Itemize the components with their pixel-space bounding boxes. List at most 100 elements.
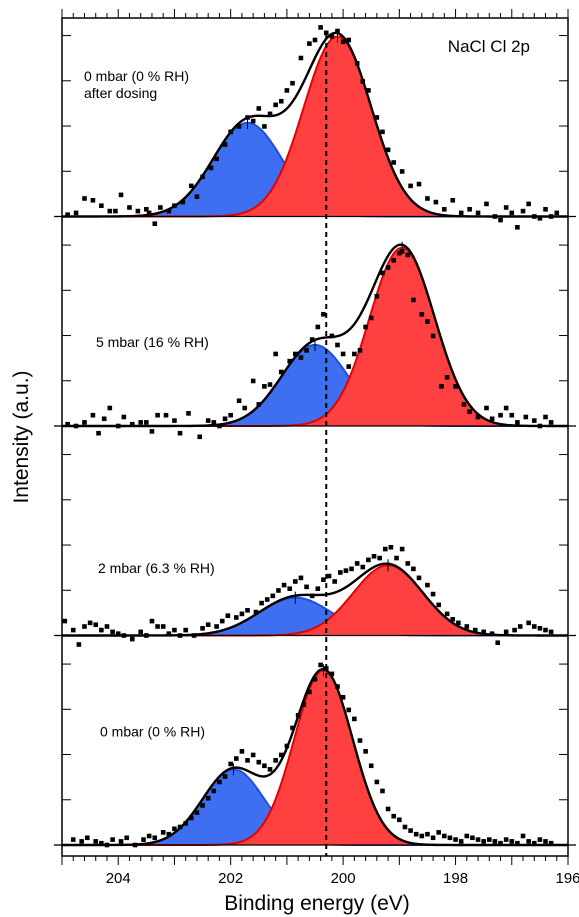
data-point xyxy=(326,573,332,579)
data-point xyxy=(411,297,416,303)
data-point xyxy=(399,546,405,552)
data-point xyxy=(200,625,205,631)
data-point xyxy=(385,806,391,812)
data-point xyxy=(411,566,416,572)
data-point xyxy=(309,593,315,599)
data-point xyxy=(340,695,346,700)
data-point xyxy=(312,677,318,682)
data-point xyxy=(293,579,298,584)
data-point xyxy=(304,348,309,353)
data-point xyxy=(177,430,183,436)
data-point xyxy=(107,405,113,411)
data-point xyxy=(217,779,222,785)
data-point xyxy=(436,830,441,835)
data-point xyxy=(329,333,335,339)
data-point xyxy=(509,412,515,418)
data-point xyxy=(189,183,194,189)
data-point xyxy=(399,249,405,254)
data-point xyxy=(318,25,323,30)
data-point xyxy=(453,384,458,389)
data-point xyxy=(99,840,104,846)
data-point xyxy=(391,813,397,819)
data-point xyxy=(380,129,385,135)
data-point xyxy=(548,629,554,635)
peak-fill-2 xyxy=(62,36,568,217)
data-point xyxy=(467,409,472,414)
data-point xyxy=(160,624,166,629)
data-point xyxy=(270,593,276,599)
panel-label: 0 mbar (0 % RH) xyxy=(84,68,189,84)
data-point xyxy=(82,196,87,201)
data-point xyxy=(484,405,489,411)
data-point xyxy=(284,88,290,93)
data-point xyxy=(278,752,284,758)
data-point xyxy=(166,208,172,214)
peak-fill-1 xyxy=(62,344,568,426)
data-point xyxy=(287,586,292,591)
data-point xyxy=(222,416,228,422)
x-tick-label: 200 xyxy=(331,870,356,887)
data-point xyxy=(475,414,481,420)
data-point xyxy=(107,208,113,214)
data-point xyxy=(183,821,188,826)
data-point xyxy=(65,212,70,217)
data-point xyxy=(425,582,430,588)
data-point xyxy=(419,833,425,839)
data-point xyxy=(239,611,245,617)
data-point xyxy=(481,629,486,635)
data-point xyxy=(340,351,346,357)
data-point xyxy=(141,837,146,842)
data-point xyxy=(321,312,326,317)
data-point xyxy=(208,165,214,171)
peak-fill-1 xyxy=(62,597,568,636)
data-point xyxy=(233,756,239,761)
data-point xyxy=(363,749,368,754)
data-point xyxy=(388,544,394,550)
data-point xyxy=(335,28,340,34)
data-point xyxy=(138,629,144,635)
data-point xyxy=(458,839,464,844)
data-point xyxy=(307,41,312,46)
panel-label: after dosing xyxy=(84,85,157,101)
data-point xyxy=(160,830,166,835)
data-point xyxy=(444,611,450,617)
data-point xyxy=(458,210,464,216)
data-point xyxy=(439,384,444,389)
data-point xyxy=(397,817,402,823)
data-point xyxy=(287,358,292,364)
data-point xyxy=(531,840,537,846)
data-point xyxy=(129,421,135,427)
data-point xyxy=(433,199,439,205)
data-point xyxy=(526,839,531,844)
data-point xyxy=(267,111,273,117)
data-point xyxy=(273,102,278,108)
data-point xyxy=(194,810,200,815)
data-point xyxy=(205,795,211,801)
data-point xyxy=(363,324,368,330)
data-point xyxy=(144,420,149,425)
data-point xyxy=(239,749,245,754)
data-point xyxy=(425,319,430,324)
data-point xyxy=(382,546,388,552)
data-point xyxy=(537,837,543,842)
data-point xyxy=(503,405,509,411)
data-point xyxy=(357,348,363,353)
data-point xyxy=(543,627,548,633)
data-point xyxy=(391,258,397,263)
data-point xyxy=(62,618,68,624)
data-point xyxy=(450,616,456,622)
data-point xyxy=(464,624,470,629)
data-point xyxy=(273,351,278,357)
data-point xyxy=(399,169,405,174)
data-point xyxy=(155,624,160,629)
data-point xyxy=(309,337,315,342)
data-point xyxy=(430,591,436,597)
data-point xyxy=(295,713,301,718)
data-point xyxy=(250,118,256,124)
data-point xyxy=(408,183,413,189)
data-point xyxy=(548,420,554,425)
data-point xyxy=(149,429,155,434)
data-point xyxy=(256,402,262,407)
data-point xyxy=(380,788,385,794)
data-point xyxy=(335,684,340,689)
